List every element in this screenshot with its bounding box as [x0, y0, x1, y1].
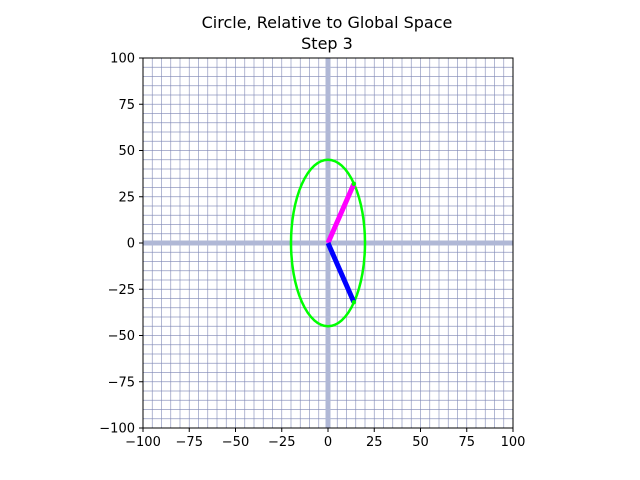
x-tick-label: 50: [412, 435, 429, 450]
y-tick-label: −75: [108, 375, 135, 390]
x-tick-label: 0: [324, 435, 332, 450]
x-tick-label: 100: [501, 435, 526, 450]
plot-series: [289, 158, 367, 328]
circle-ellipse: [289, 158, 367, 328]
ticks: −100 −75 −50 −25 0 25 50 75 100 −100 −75 −50 −25 0 25 5…: [99, 52, 525, 451]
y-tick-label: 50: [118, 144, 135, 159]
x-tick-label: 75: [458, 435, 475, 450]
segment-end-marker: [351, 300, 357, 305]
x-tick-label: −75: [176, 435, 203, 450]
blue-radius-line: [325, 241, 357, 304]
y-tick-label: −50: [108, 329, 135, 344]
x-tick-label: −25: [268, 435, 295, 450]
chart-title: Circle, Relative to Global Space: [202, 13, 453, 32]
segment-end-marker: [351, 181, 357, 186]
y-tick-label: −100: [99, 422, 135, 437]
y-tick-label: −25: [108, 283, 135, 298]
y-tick-label: 100: [110, 52, 135, 67]
magenta-radius-line: [325, 182, 357, 245]
x-tick-label: −50: [222, 435, 249, 450]
x-tick-label: −100: [125, 435, 161, 450]
chart-subtitle: Step 3: [301, 34, 353, 53]
y-tick-label: 75: [118, 98, 135, 113]
x-tick-label: 25: [366, 435, 383, 450]
y-tick-label: 0: [127, 237, 135, 252]
y-tick-label: 25: [118, 190, 135, 205]
